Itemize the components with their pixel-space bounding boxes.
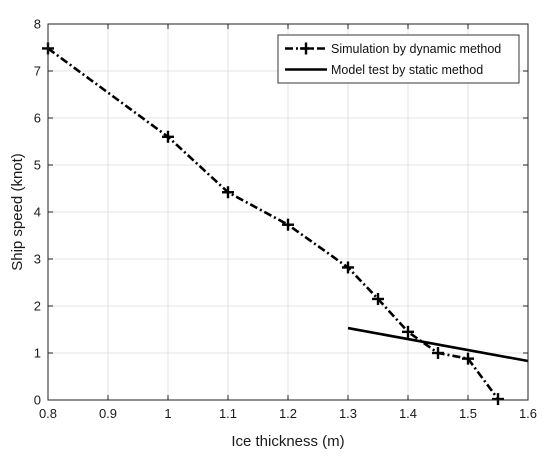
x-tick-label: 1.5	[459, 406, 477, 421]
y-tick-label: 8	[34, 17, 41, 32]
tick-labels: 0.8 0.9 1 1.1 1.2 1.3 1.4 1.5 1.6 0 1 2 3 4 5 6 7 8	[34, 17, 537, 422]
y-tick-label: 0	[34, 393, 41, 408]
series-layer	[42, 42, 529, 406]
data-point-simulation	[432, 347, 444, 359]
series-line-model-test	[347, 326, 529, 363]
series-line-simulation	[47, 47, 500, 400]
x-tick-label: 0.8	[39, 406, 57, 421]
data-point-simulation	[372, 292, 384, 305]
ticks	[47, 23, 529, 401]
legend-box	[277, 34, 520, 84]
y-tick-label: 1	[34, 346, 41, 361]
x-tick-label: 1.3	[339, 406, 357, 421]
legend: Simulation by dynamic method Model test …	[277, 34, 520, 84]
x-tick-label: 1.1	[219, 406, 237, 421]
data-point-simulation	[462, 352, 474, 365]
x-tick-label: 1.4	[399, 406, 417, 421]
x-axis-title: Ice thickness (m)	[231, 433, 344, 450]
x-tick-label: 1	[164, 406, 171, 421]
data-point-simulation	[222, 186, 234, 199]
data-point-simulation	[282, 218, 294, 231]
x-tick-label: 1.6	[519, 406, 537, 421]
legend-marker-simulation	[300, 42, 312, 55]
x-tick-label: 0.9	[99, 406, 117, 421]
legend-label-simulation: Simulation by dynamic method	[331, 42, 501, 56]
y-tick-label: 7	[34, 64, 41, 79]
legend-label-model-test: Model test by static method	[331, 63, 483, 77]
data-point-simulation	[402, 325, 414, 338]
data-point-simulation	[492, 393, 504, 406]
y-tick-label: 6	[34, 111, 41, 126]
data-point-simulation	[162, 130, 174, 143]
data-point-simulation	[342, 261, 354, 274]
y-tick-label: 5	[34, 158, 41, 173]
y-tick-label: 4	[34, 205, 41, 220]
x-tick-label: 1.2	[279, 406, 297, 421]
y-tick-label: 2	[34, 299, 41, 314]
y-tick-label: 3	[34, 252, 41, 267]
y-axis-title: Ship speed (knot)	[9, 153, 26, 271]
